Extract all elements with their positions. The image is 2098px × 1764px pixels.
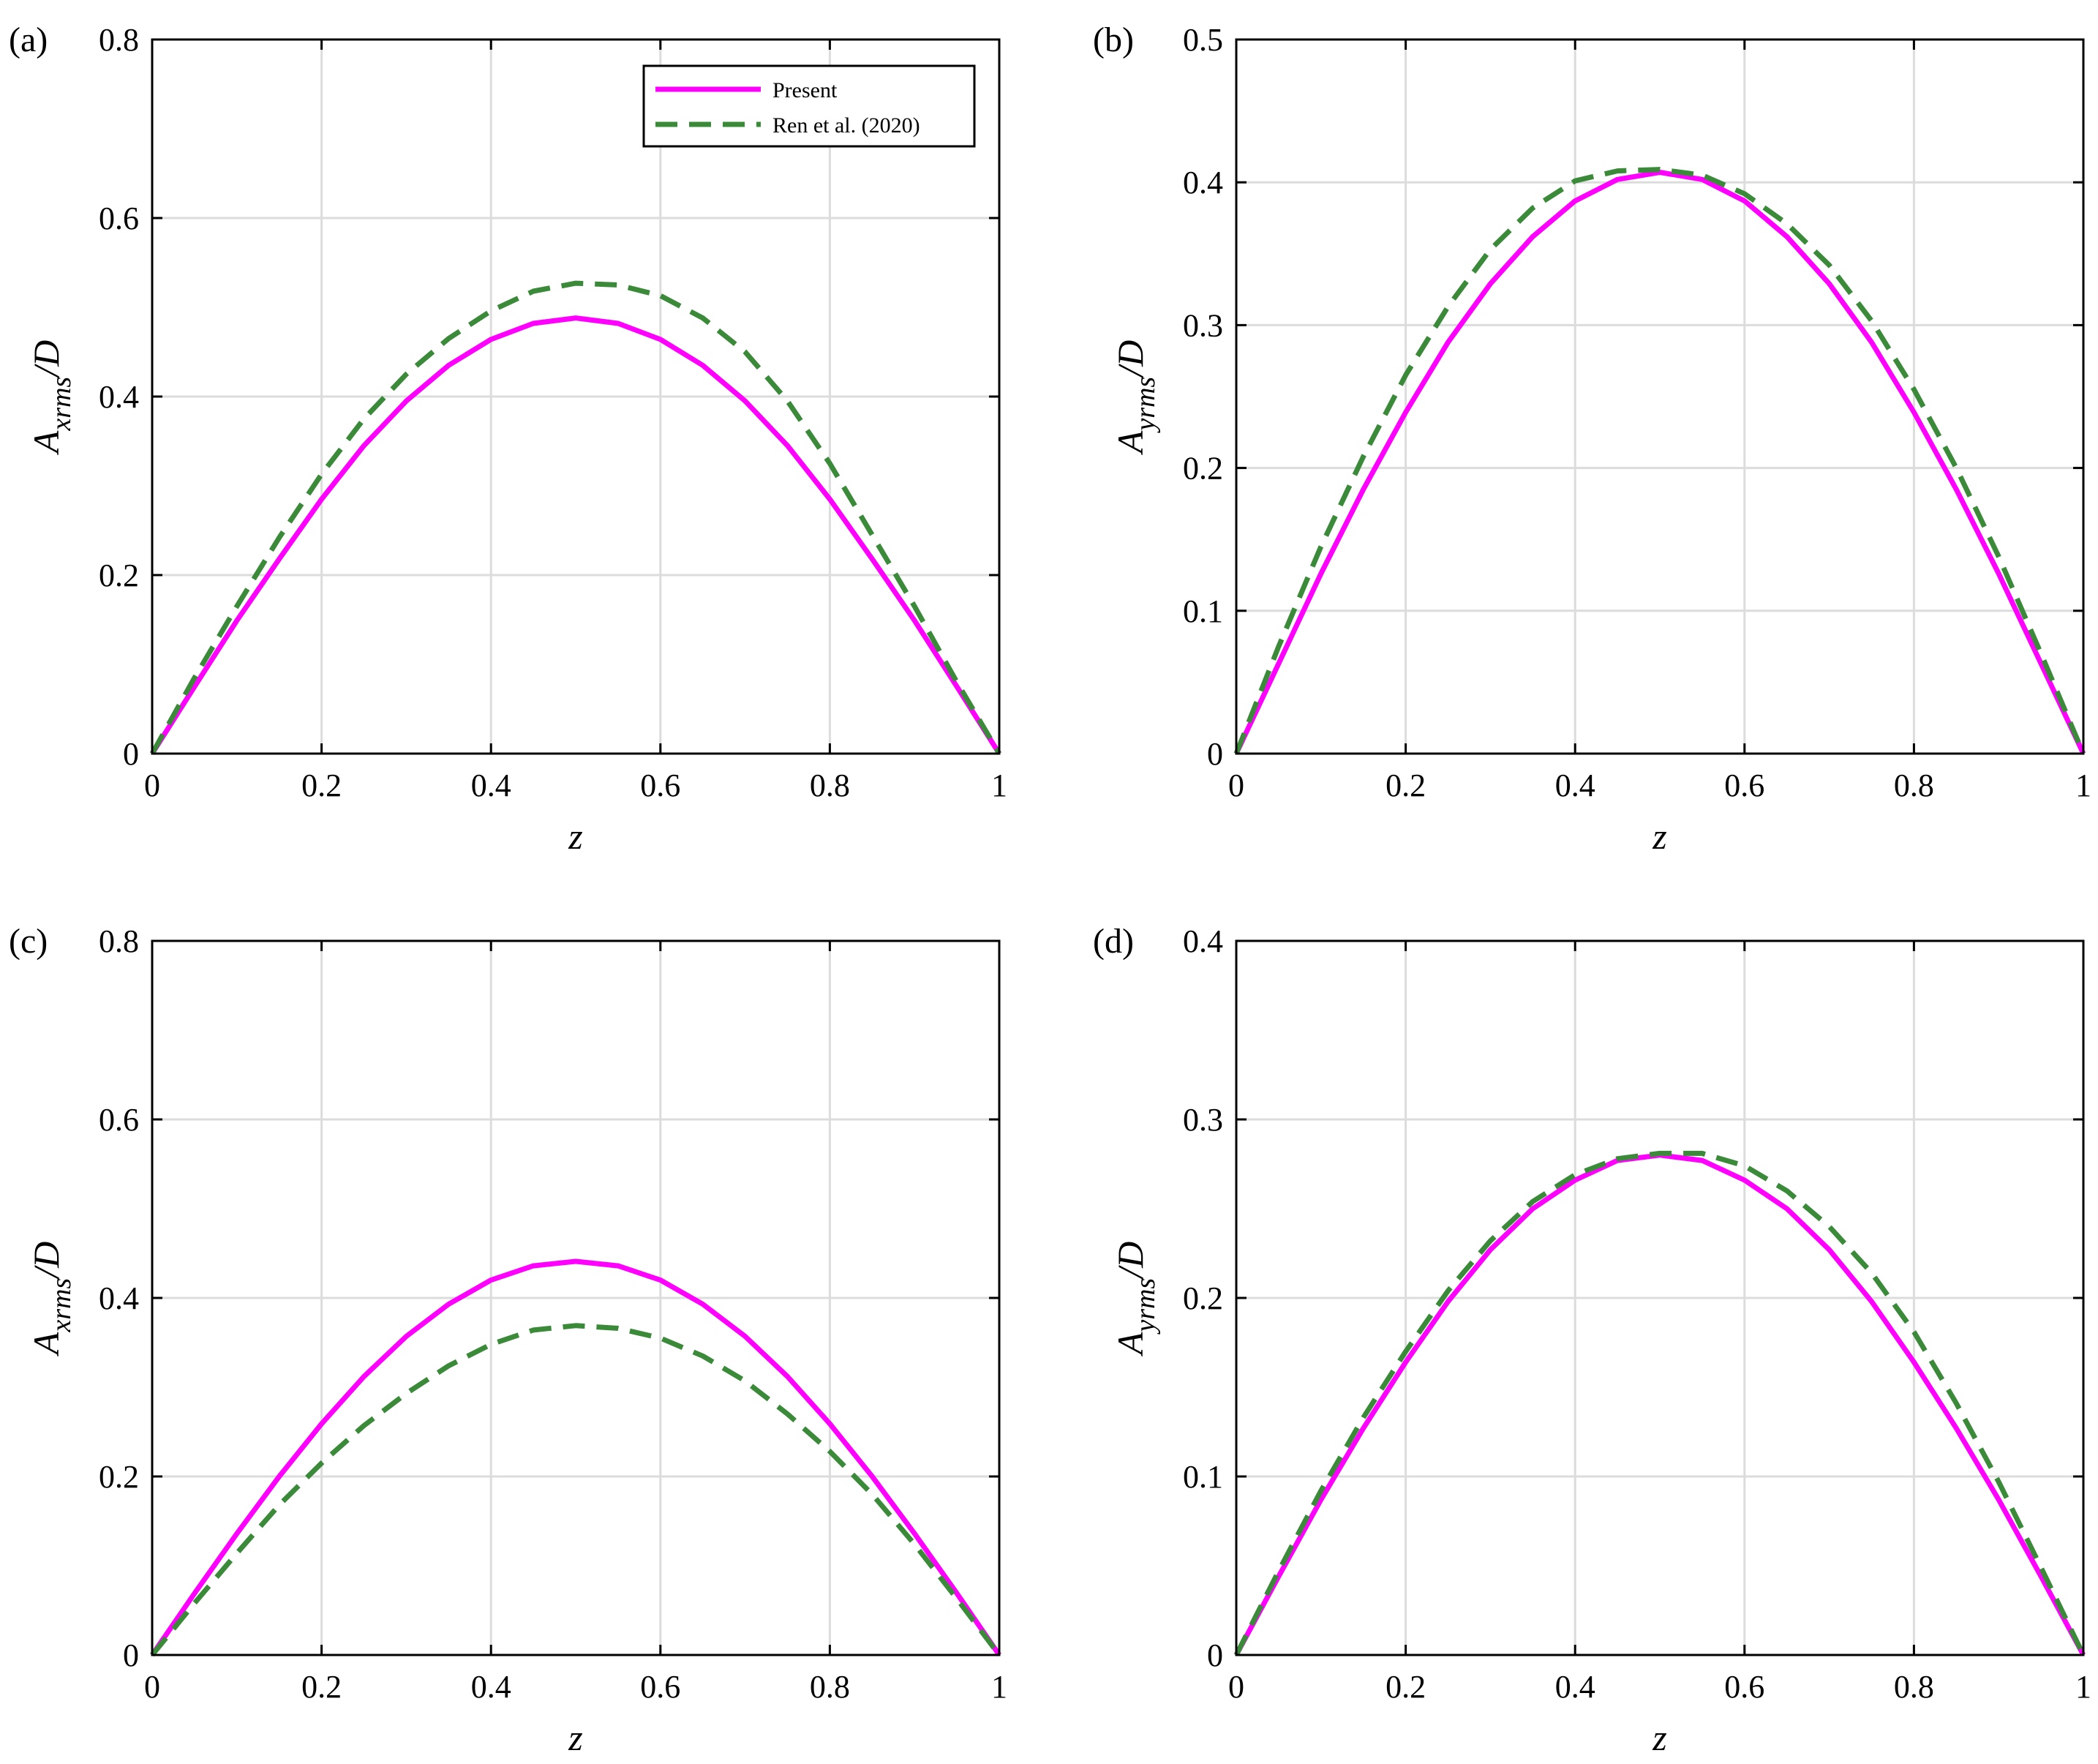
x-tick-label: 0.2 — [301, 1669, 342, 1705]
y-tick-label: 0.5 — [1183, 22, 1223, 58]
legend-box — [642, 64, 976, 148]
y-axis-label: Ayrms/D — [1110, 340, 1161, 455]
x-tick-label: 0.8 — [1894, 1669, 1934, 1705]
panel-c: 0 0.2 0.4 0.6 0.8 1 0 0.2 0.4 0.6 0.8 (c) z Axrms/D — [9, 922, 1007, 1758]
y-tick-label: 0.4 — [99, 1280, 139, 1316]
y-tick-label: 0.6 — [99, 1102, 139, 1138]
y-axis-label: Axrms/D — [26, 1242, 77, 1356]
series-line-present — [1233, 170, 2086, 755]
x-tick-label: 1 — [991, 767, 1007, 803]
x-tick-label: 0.6 — [1724, 1669, 1764, 1705]
y-tick-label: 0 — [1207, 736, 1223, 772]
panel-a: 0 0.2 0.4 0.6 0.8 1 0 0.2 0.4 0.6 0.8 (a) z Axrms/D Pr… — [9, 20, 1007, 857]
plot-frame — [1235, 38, 2085, 755]
y-axis-label-subscript: yrms — [1130, 377, 1161, 434]
x-tick-label: 0 — [144, 1669, 160, 1705]
panel-d: 0 0.2 0.4 0.6 0.8 1 0 0.1 0.2 0.3 0.4 (d) z Ayrms/D — [1093, 922, 2091, 1758]
legend-entry-present: Present — [772, 78, 838, 102]
y-tick-label: 0.6 — [99, 200, 139, 236]
y-tick-label: 0.2 — [99, 558, 139, 593]
y-axis-label-suffix: /D — [1110, 1242, 1151, 1280]
series-line-present — [150, 315, 1001, 755]
x-tick-label: 0.2 — [301, 767, 342, 803]
y-tick-label: 0.8 — [99, 923, 139, 959]
x-tick-label: 0.2 — [1385, 767, 1426, 803]
x-tick-label: 1 — [2075, 767, 2091, 803]
y-axis-label: Axrms/D — [26, 340, 77, 455]
y-tick-label: 0.2 — [99, 1459, 139, 1495]
y-tick-label: 0.2 — [1183, 451, 1223, 487]
y-tick-label: 0.3 — [1183, 307, 1223, 343]
y-tick-label: 0.4 — [99, 379, 139, 415]
y-axis-label-suffix: /D — [26, 1242, 67, 1280]
x-tick-label: 0 — [1228, 767, 1244, 803]
x-tick-label: 0.4 — [1555, 1669, 1595, 1705]
panel-label: (b) — [1093, 20, 1134, 59]
y-tick-label: 0.2 — [1183, 1280, 1223, 1316]
x-tick-label: 1 — [991, 1669, 1007, 1705]
series-line-ren-2020 — [1233, 1150, 2086, 1656]
panel-b: 0 0.2 0.4 0.6 0.8 1 0 0.1 0.2 0.3 0.4 0.5 (b) z Ayrms/… — [1093, 20, 2091, 857]
y-tick-label: 0 — [1207, 1637, 1223, 1673]
x-tick-label: 0 — [1228, 1669, 1244, 1705]
y-tick-label: 0.3 — [1183, 1102, 1223, 1138]
y-tick-label: 0.8 — [99, 22, 139, 58]
x-tick-label: 0.6 — [1724, 767, 1764, 803]
y-axis-label-main: A — [1110, 430, 1151, 455]
y-axis-label-main: A — [26, 1332, 67, 1356]
y-axis-label-suffix: /D — [1110, 340, 1151, 379]
x-axis-label: z — [568, 1717, 582, 1758]
y-axis-label-subscript: xrms — [46, 1278, 77, 1333]
legend: Present Ren et al. (2020) — [642, 64, 976, 148]
x-tick-label: 0.6 — [640, 767, 680, 803]
x-axis-label: z — [568, 816, 582, 857]
panel-label: (d) — [1093, 922, 1134, 961]
y-tick-label: 0 — [123, 736, 139, 772]
x-tick-label: 0.8 — [810, 767, 850, 803]
x-tick-label: 0.8 — [1894, 767, 1934, 803]
y-tick-label: 0 — [123, 1637, 139, 1673]
series-line-ren-2020 — [149, 280, 1002, 755]
x-axis-label: z — [1652, 1717, 1666, 1758]
y-tick-label: 0.4 — [1183, 165, 1223, 200]
series-line-ren-2020 — [150, 1323, 1001, 1657]
y-tick-label: 0.1 — [1183, 1459, 1223, 1495]
y-axis-label-suffix: /D — [26, 340, 67, 379]
y-axis-label: Ayrms/D — [1110, 1242, 1161, 1356]
panel-label: (c) — [9, 922, 48, 961]
y-tick-label: 0.4 — [1183, 923, 1223, 959]
x-axis-label: z — [1652, 816, 1666, 857]
x-tick-label: 0.4 — [471, 767, 511, 803]
x-tick-label: 0.8 — [810, 1669, 850, 1705]
y-axis-label-main: A — [1110, 1332, 1151, 1356]
series-line-ren-2020 — [1233, 167, 2086, 755]
x-tick-label: 0.6 — [640, 1669, 680, 1705]
y-axis-label-subscript: yrms — [1130, 1278, 1161, 1335]
x-tick-label: 1 — [2075, 1669, 2091, 1705]
x-tick-label: 0.2 — [1385, 1669, 1426, 1705]
x-tick-label: 0.4 — [1555, 767, 1595, 803]
panel-label: (a) — [9, 20, 48, 59]
y-axis-label-main: A — [26, 430, 67, 455]
x-tick-label: 0 — [144, 767, 160, 803]
x-tick-label: 0.4 — [471, 1669, 511, 1705]
series-line-present — [150, 1258, 1001, 1656]
legend-entry-ren-2020: Ren et al. (2020) — [772, 113, 920, 138]
y-axis-label-subscript: xrms — [46, 377, 77, 432]
y-tick-label: 0.1 — [1183, 593, 1223, 629]
